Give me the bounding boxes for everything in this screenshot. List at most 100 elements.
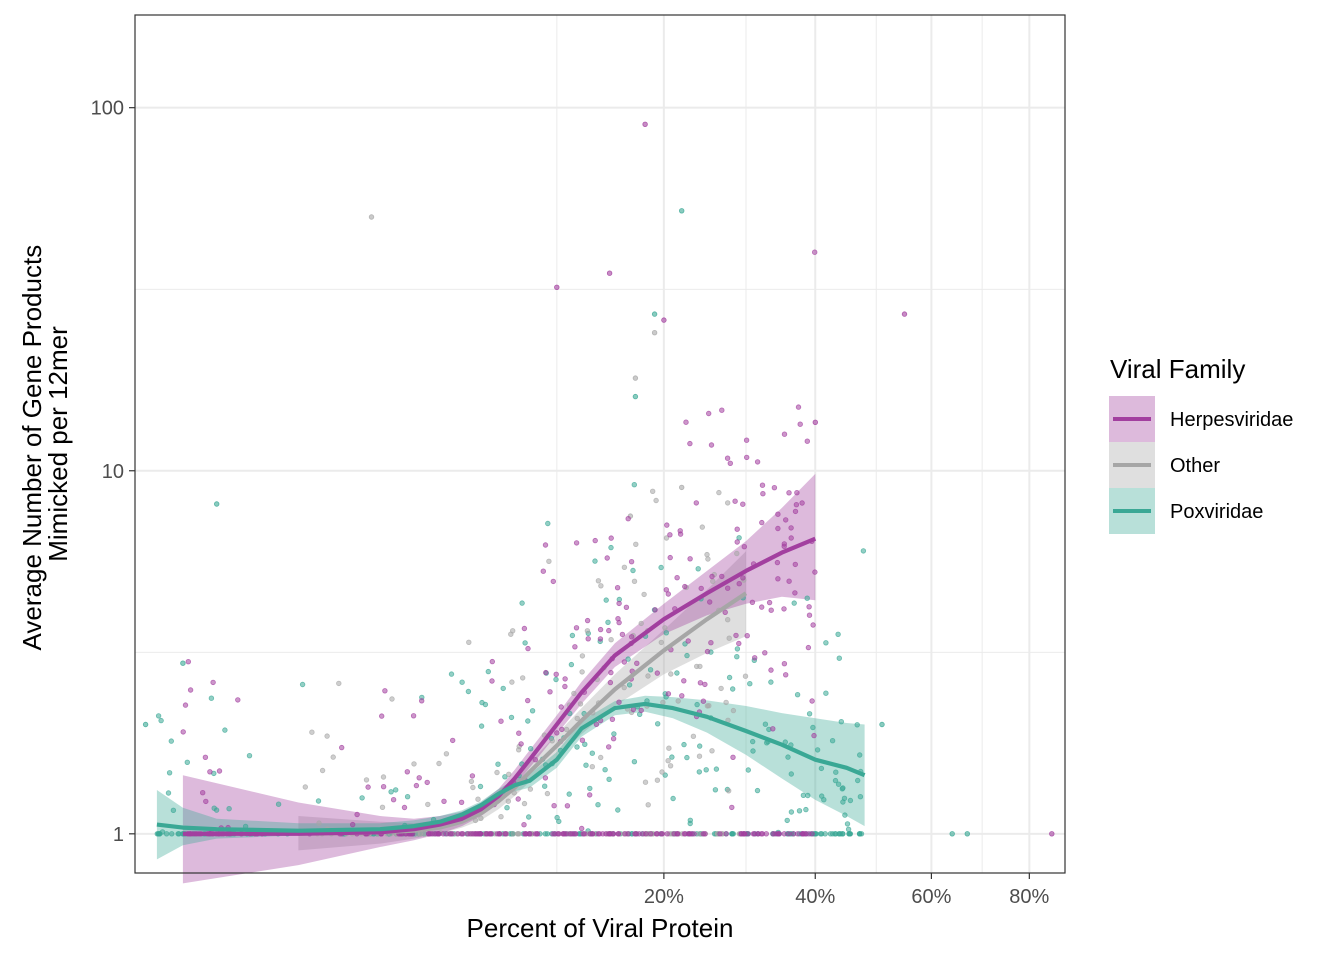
point-herpesviridae xyxy=(554,284,560,290)
point-other xyxy=(633,541,639,547)
point-herpesviridae xyxy=(799,500,805,506)
point-herpesviridae xyxy=(585,636,591,642)
panel-border xyxy=(134,14,1066,874)
point-herpesviridae xyxy=(743,437,750,443)
point-poxviridae xyxy=(745,767,751,773)
point-poxviridae xyxy=(485,668,491,675)
point-herpesviridae xyxy=(804,438,810,444)
point-herpesviridae xyxy=(775,511,781,517)
point-herpesviridae xyxy=(350,821,356,828)
point-poxviridae xyxy=(582,741,588,747)
point-herpesviridae xyxy=(553,671,559,677)
point-other xyxy=(443,751,450,757)
point-herpesviridae xyxy=(788,525,794,531)
point-other xyxy=(309,729,315,735)
point-herpesviridae xyxy=(736,640,742,647)
point-herpesviridae xyxy=(665,591,671,597)
point-herpesviridae xyxy=(800,831,806,837)
point-poxviridae xyxy=(625,656,631,662)
point-poxviridae xyxy=(528,746,534,752)
point-herpesviridae xyxy=(706,410,712,417)
point-poxviridae xyxy=(315,798,322,804)
point-herpesviridae xyxy=(766,599,773,606)
point-other xyxy=(546,558,552,564)
point-poxviridae xyxy=(836,655,842,661)
point-poxviridae xyxy=(142,721,149,728)
point-herpesviridae xyxy=(704,648,711,655)
point-herpesviridae xyxy=(786,831,792,837)
point-poxviridae xyxy=(587,785,593,792)
point-herpesviridae xyxy=(754,459,761,465)
point-herpesviridae xyxy=(416,775,422,781)
point-poxviridae xyxy=(750,748,756,754)
point-poxviridae xyxy=(712,787,719,793)
point-herpesviridae xyxy=(503,831,509,837)
point-herpesviridae xyxy=(615,831,622,837)
point-poxviridae xyxy=(857,752,863,758)
point-herpesviridae xyxy=(616,699,622,705)
point-other xyxy=(595,578,602,584)
x-tick-label: 80% xyxy=(1009,886,1049,908)
point-herpesviridae xyxy=(642,121,648,127)
point-herpesviridae xyxy=(659,831,665,837)
point-herpesviridae xyxy=(542,775,549,781)
point-herpesviridae xyxy=(768,607,774,613)
point-herpesviridae xyxy=(781,431,788,437)
point-poxviridae xyxy=(857,794,864,800)
point-herpesviridae xyxy=(759,482,766,488)
point-poxviridae xyxy=(478,723,485,729)
point-other xyxy=(579,653,586,659)
point-herpesviridae xyxy=(606,744,612,750)
point-poxviridae xyxy=(158,717,164,724)
point-other xyxy=(704,551,710,558)
y-axis-title-line-1: Average Number of Gene Products xyxy=(17,245,47,651)
point-herpesviridae xyxy=(628,559,635,565)
point-herpesviridae xyxy=(682,583,688,590)
point-herpesviridae xyxy=(783,517,789,523)
point-herpesviridae xyxy=(185,659,191,665)
point-herpesviridae xyxy=(616,600,622,607)
point-poxviridae xyxy=(855,777,861,784)
point-poxviridae xyxy=(823,640,829,646)
point-other xyxy=(510,831,516,837)
point-poxviridae xyxy=(359,795,365,801)
point-poxviridae xyxy=(694,701,700,708)
x-tick-label: 20% xyxy=(644,886,684,908)
point-poxviridae xyxy=(504,805,510,811)
point-other xyxy=(549,738,555,744)
point-other xyxy=(734,550,740,557)
point-poxviridae xyxy=(184,759,190,765)
point-poxviridae xyxy=(465,688,472,695)
point-poxviridae xyxy=(589,750,595,756)
point-herpesviridae xyxy=(811,732,817,739)
point-poxviridae xyxy=(730,686,736,692)
point-poxviridae xyxy=(651,311,658,317)
point-poxviridae xyxy=(734,654,740,660)
point-other xyxy=(330,754,336,760)
point-herpesviridae xyxy=(763,831,769,837)
point-herpesviridae xyxy=(648,831,654,837)
point-herpesviridae xyxy=(573,540,580,546)
point-poxviridae xyxy=(821,797,827,803)
panel-background xyxy=(135,15,1065,873)
point-other xyxy=(466,639,472,645)
point-poxviridae xyxy=(166,770,173,776)
point-herpesviridae xyxy=(597,626,604,633)
point-herpesviridae xyxy=(781,661,788,667)
point-poxviridae xyxy=(838,831,844,837)
point-herpesviridae xyxy=(592,537,598,544)
point-other xyxy=(544,790,551,797)
point-herpesviridae xyxy=(725,585,731,591)
point-herpesviridae xyxy=(608,535,614,541)
point-herpesviridae xyxy=(489,658,495,665)
point-other xyxy=(574,715,580,722)
point-herpesviridae xyxy=(525,697,531,704)
point-herpesviridae xyxy=(207,769,213,775)
point-poxviridae xyxy=(845,826,852,832)
point-poxviridae xyxy=(168,738,174,744)
point-poxviridae xyxy=(674,670,680,676)
point-herpesviridae xyxy=(771,485,778,491)
point-herpesviridae xyxy=(795,404,802,410)
point-poxviridae xyxy=(684,652,690,659)
point-herpesviridae xyxy=(458,831,465,837)
